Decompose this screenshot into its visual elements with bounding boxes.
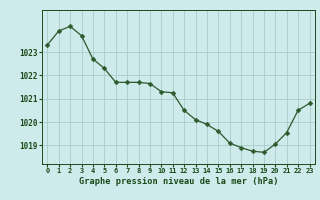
- X-axis label: Graphe pression niveau de la mer (hPa): Graphe pression niveau de la mer (hPa): [79, 177, 278, 186]
